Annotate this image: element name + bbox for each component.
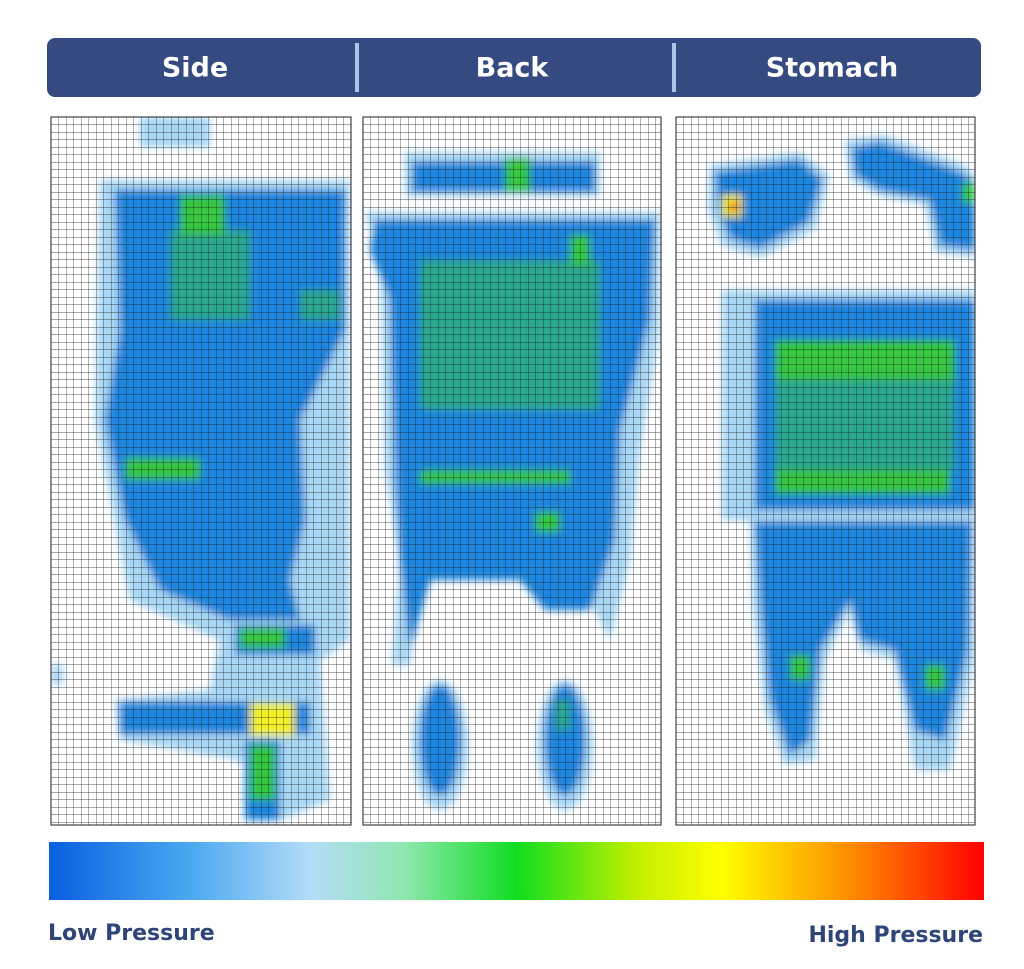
legend-high: High Pressure (808, 923, 983, 948)
pressure-panel (676, 117, 975, 825)
sensor-grid (676, 117, 975, 825)
tab-bar (47, 38, 981, 97)
tab-label[interactable]: Back (476, 53, 550, 84)
panel-border (675, 116, 976, 826)
legend-low: Low Pressure (48, 921, 215, 946)
sensor-grid (363, 117, 661, 825)
tab-label[interactable]: Stomach (766, 53, 898, 84)
panel-border (50, 116, 352, 826)
pressure-panel (51, 117, 351, 825)
pressure-panel (363, 117, 661, 825)
pressure-scale (49, 842, 984, 900)
tab-label[interactable]: Side (162, 53, 228, 84)
panel-border (362, 116, 662, 826)
sensor-grid (51, 117, 351, 825)
